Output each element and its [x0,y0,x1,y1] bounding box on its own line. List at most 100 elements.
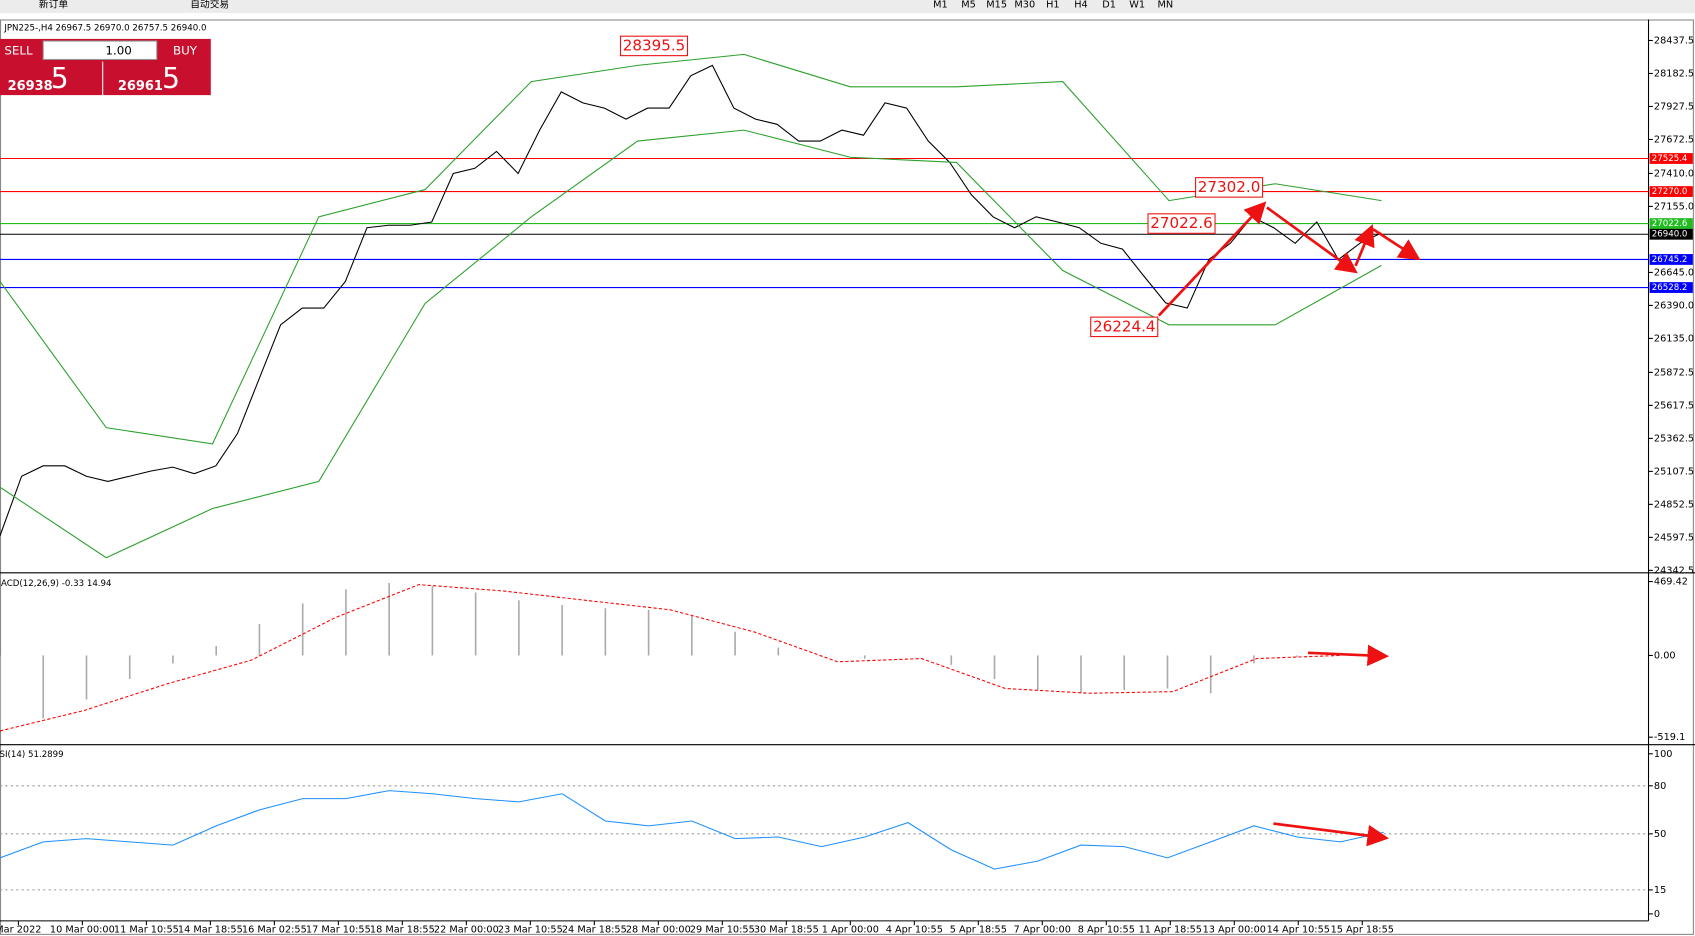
x-tick-label: 30 Mar 18:55 [754,925,819,936]
bid-price[interactable]: 26938 [8,79,53,94]
y-tick-label: 25362.5 [1654,433,1694,444]
x-tick-label: 18 Mar 18:55 [370,925,435,936]
trade-panel: SELL 1.00 BUY 26938 5 26961 5 [0,38,211,96]
x-tick-label: 7 Apr 00:00 [1014,925,1071,936]
period-bar: M1 M5 M15 M30 H1 H4 D1 W1 MN [933,0,1173,10]
y-tick-label: 24597.5 [1654,532,1694,543]
y-tick-label: 28182.5 [1654,68,1694,79]
x-tick-label: 11 Apr 18:55 [1139,925,1202,936]
period-button[interactable]: D1 [1102,0,1116,10]
lots-input[interactable] [42,40,158,60]
y-tick-label: 469.42 [1654,577,1688,588]
annotation-box [619,35,689,57]
y-tick-label: 80 [1654,781,1666,792]
y-tick-label: 24342.5 [1654,565,1694,576]
period-button[interactable]: M30 [1014,0,1035,10]
y-tick-label: 24852.5 [1654,499,1694,510]
level-tag [1649,228,1693,240]
y-tick-label: -519.1 [1654,732,1685,743]
series-line [0,790,1384,870]
x-tick-label: 29 Mar 10:55 [690,925,755,936]
x-tick-label: 11 Mar 10:55 [114,925,179,936]
x-tick-label: 13 Apr 00:00 [1203,925,1266,936]
level-tag [1649,153,1693,164]
annotation: 27302.0 [1198,178,1261,196]
arrow [1354,224,1375,267]
y-tick-label: 25107.5 [1654,466,1694,477]
y-tick-label: 100 [1654,749,1673,760]
level-tag [1649,218,1693,229]
toolbar-button[interactable]: 自动交易 [190,0,229,10]
series-line [0,584,1341,732]
y-tick-label: 27410.0 [1654,168,1694,179]
annotation-box [1147,213,1216,234]
arrow [1372,228,1421,261]
x-tick-label: 1 Apr 00:00 [822,925,879,936]
sell-button[interactable]: SELL [4,43,33,57]
y-tick-label: 25617.5 [1654,400,1694,411]
period-button[interactable]: M1 [933,0,948,10]
arrow [1307,644,1390,667]
x-tick-label: 15 Apr 18:55 [1331,925,1394,936]
x-tick-label: 14 Apr 10:55 [1267,925,1330,936]
panel-title: MACD(12,26,9) -0.33 14.94 [0,579,112,589]
period-button[interactable]: H4 [1074,0,1088,10]
ask-price[interactable]: 26961 [118,79,163,94]
annotation-box [1195,177,1264,198]
arrow [1157,201,1267,317]
buy-button[interactable]: BUY [173,43,198,57]
x-tick-label: 22 Mar 00:00 [434,925,499,936]
period-button[interactable]: M15 [986,0,1007,10]
level-tag [1649,254,1693,265]
level-tag [1649,186,1693,197]
panel-title: RSI(14) 51.2899 [0,750,64,760]
y-tick-label: 15 [1654,885,1666,896]
x-tick-label: 16 Mar 02:55 [242,925,307,936]
x-tick-label: 8 Apr 10:55 [1078,925,1135,936]
level-label: 26940.0 [1652,230,1688,240]
level-label: 27270.0 [1652,187,1688,197]
y-tick-label: 50 [1654,829,1666,840]
annotation: 27022.6 [1150,214,1213,232]
plots: JPN225-,H4 26967.5 26970.0 26757.5 26940… [0,24,1694,936]
bid-last-digit[interactable]: 5 [51,62,69,95]
annotation-box [1090,316,1159,338]
period-button[interactable]: H1 [1046,0,1060,10]
series-line [0,53,1382,445]
x-tick-label: 28 Mar 00:00 [626,925,691,936]
y-tick-label: 0.00 [1654,650,1676,661]
ask-last-digit[interactable]: 5 [162,62,180,95]
y-tick-label: 26645.0 [1654,267,1694,278]
level-tag [1649,282,1693,293]
y-tick-label: 27155.0 [1654,201,1694,212]
level-label: 26528.2 [1652,283,1688,293]
level-label: 26745.2 [1652,255,1688,265]
x-tick-label: 23 Mar 10:55 [498,925,563,936]
period-button[interactable]: M5 [961,0,976,10]
x-tick-label: 5 Apr 18:55 [950,925,1007,936]
x-tick-label: 4 Apr 10:55 [886,925,943,936]
annotation: 28395.5 [623,36,686,54]
y-tick-label: 28437.5 [1654,35,1694,46]
x-tick-label: 10 Mar 00:00 [50,925,115,936]
y-tick-label: 25872.5 [1654,367,1694,378]
y-tick-label: 26135.0 [1654,333,1694,344]
annotation: 26224.4 [1093,317,1156,335]
chart-frame [0,19,1694,935]
y-tick-label: 27672.5 [1654,134,1694,145]
period-button[interactable]: W1 [1129,0,1145,10]
x-tick-label: Mar 2022 [0,925,41,936]
toolbar-button[interactable]: 新订单 [39,0,68,10]
x-tick-label: 17 Mar 10:55 [306,925,371,936]
x-tick-label: 14 Mar 18:55 [178,925,243,936]
panel-title: JPN225-,H4 26967.5 26970.0 26757.5 26940… [3,24,206,34]
y-tick-label: 27927.5 [1654,101,1694,112]
y-tick-label: 26390.0 [1654,300,1694,311]
arrow [1273,822,1390,847]
lots-value[interactable]: 1.00 [105,43,131,57]
level-label: 27525.4 [1652,154,1688,164]
series-line [0,64,1382,536]
period-button[interactable]: MN [1157,0,1173,10]
x-tick-label: 24 Mar 18:55 [562,925,627,936]
